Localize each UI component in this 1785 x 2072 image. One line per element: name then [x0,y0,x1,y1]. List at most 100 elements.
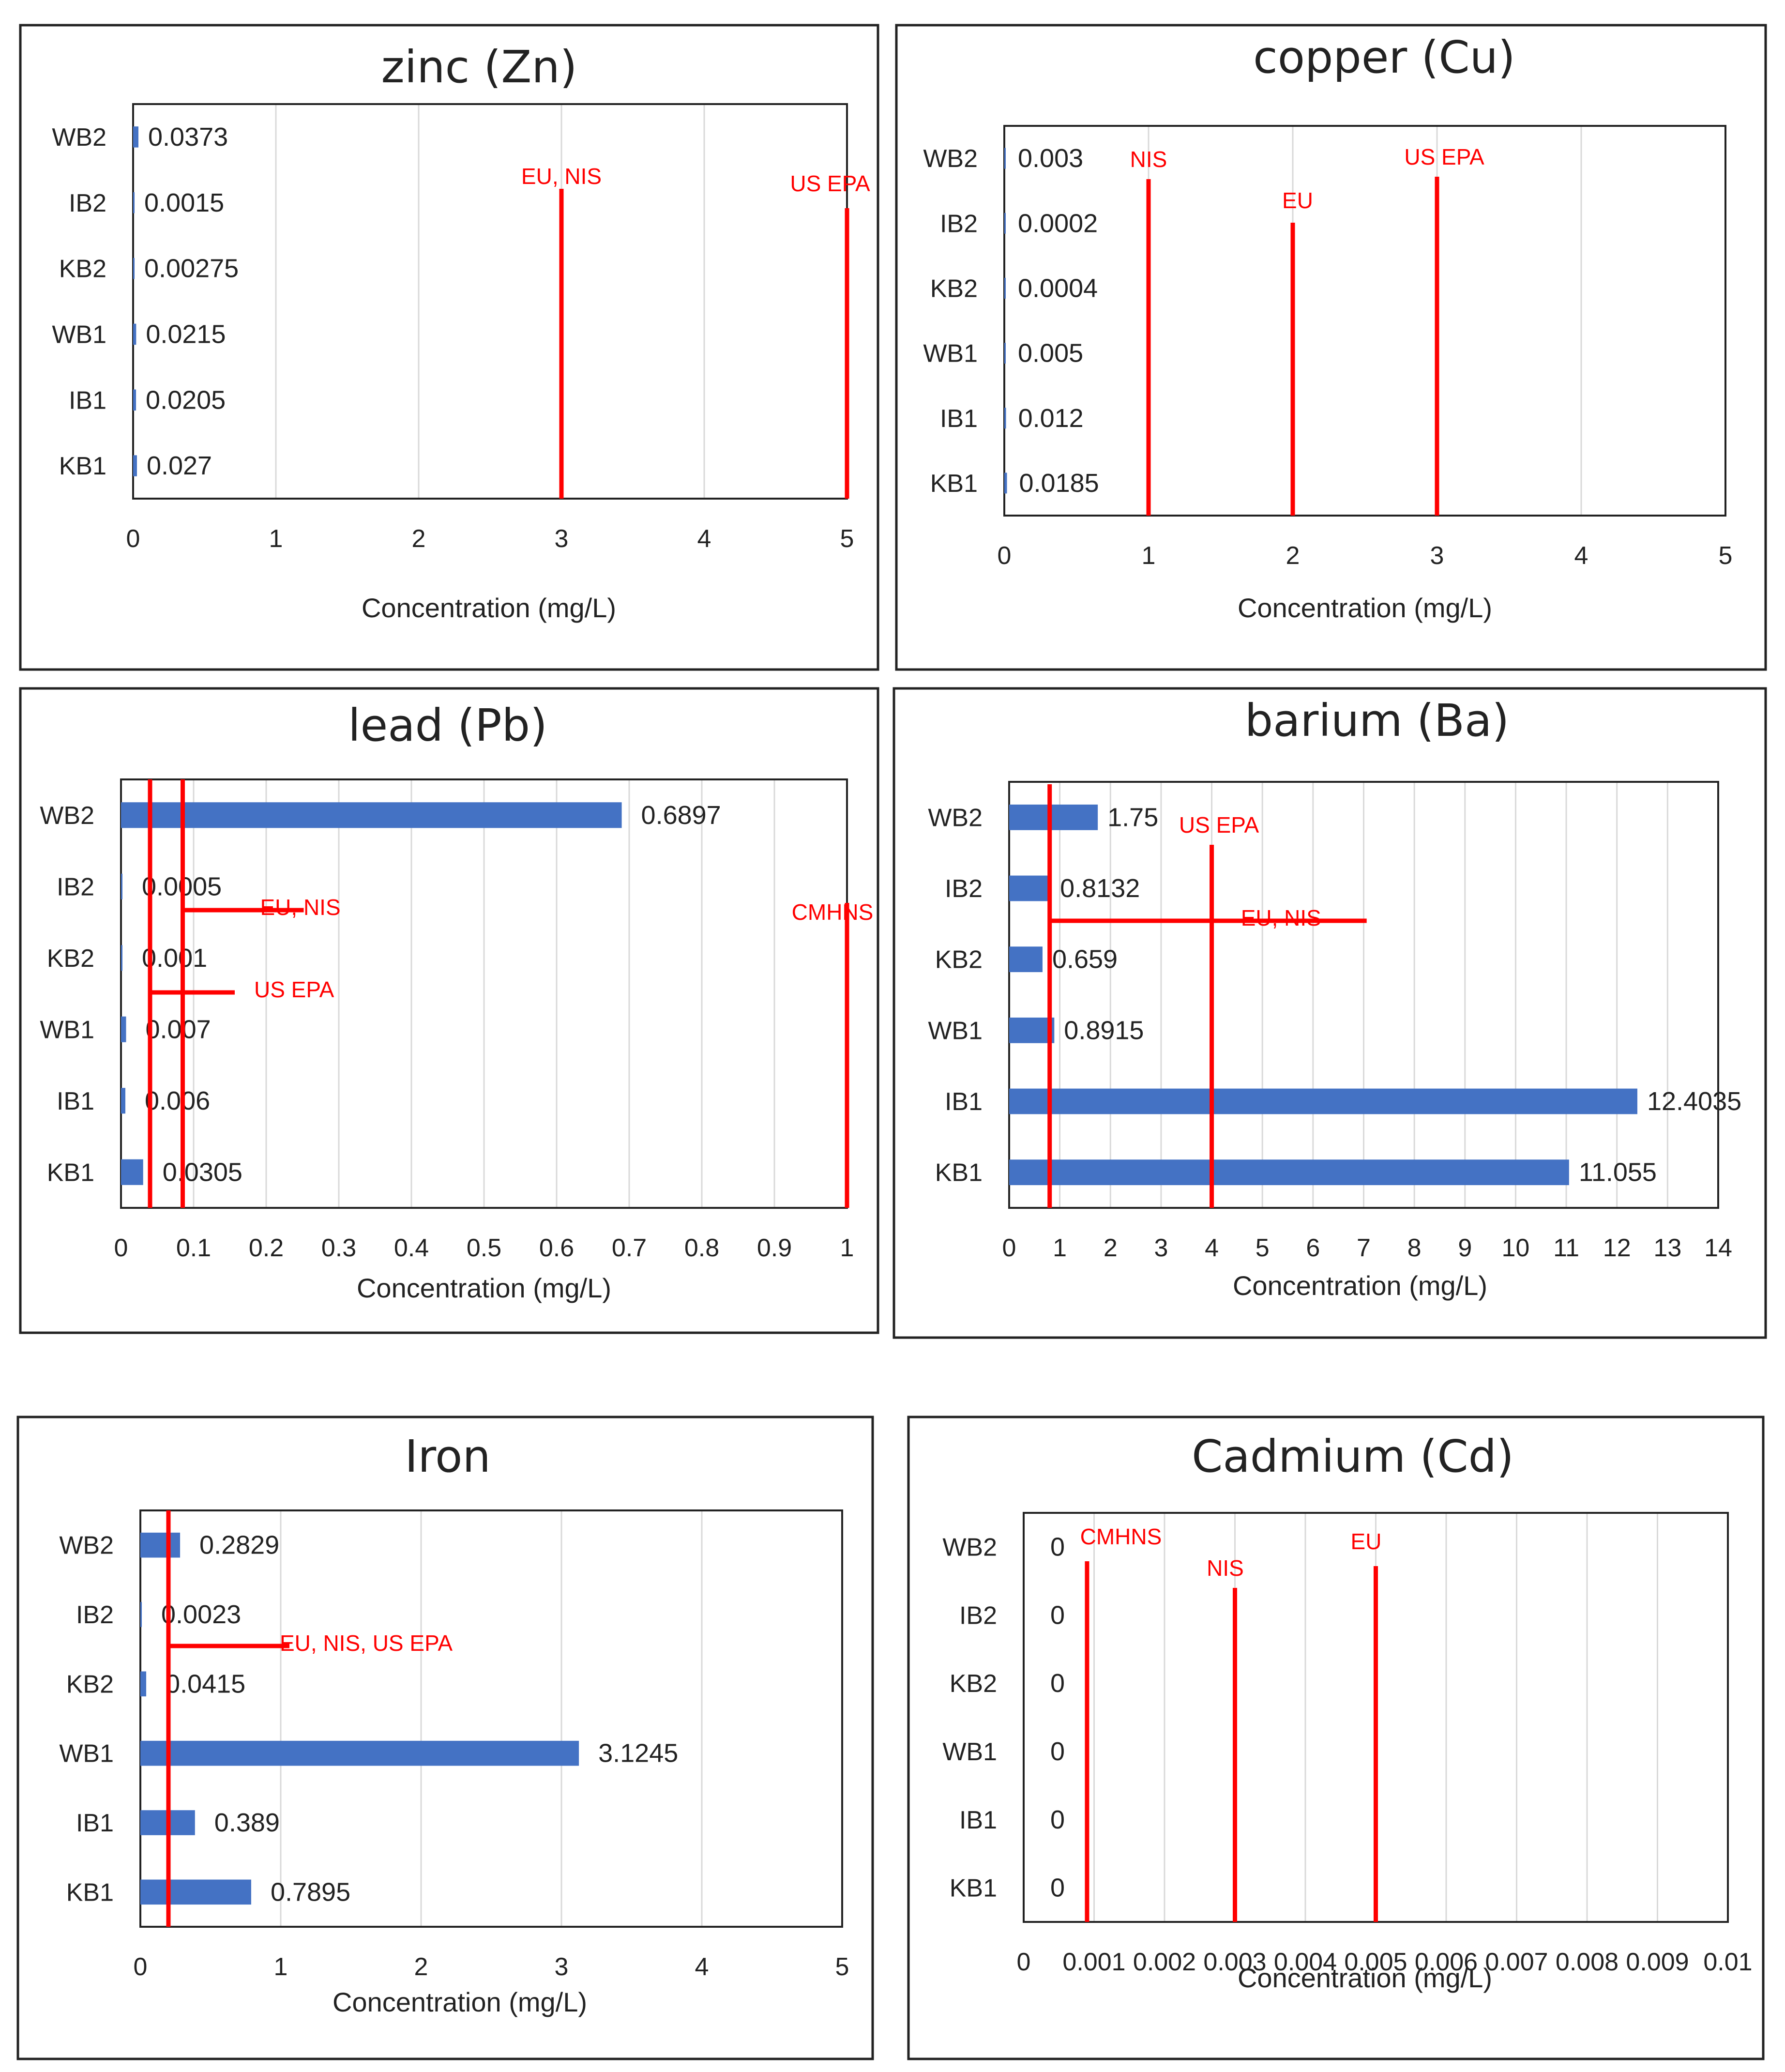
bar [121,1159,143,1185]
data-label: 0.8915 [1064,1016,1144,1045]
x-tick-label: 0.2 [249,1234,284,1262]
bar [121,945,122,971]
reference-line-label: CMHNS [1080,1524,1162,1549]
plot-area-frame [1008,781,1719,1209]
x-tick-label: 0.1 [176,1234,211,1262]
category-label: WB1 [942,1738,997,1766]
bar [140,1740,579,1766]
iron-chart: Iron Concentration (mg/L) 0 1 2 3 4 5 WB2 0.282… [16,1416,874,2060]
data-label: 0.027 [147,451,212,480]
category-label: KB2 [950,1670,997,1698]
bar [121,1088,125,1114]
category-label: WB1 [59,1740,114,1768]
bar [133,192,135,213]
x-tick-label: 1 [840,1234,854,1262]
bar [133,323,136,345]
x-tick-label: 0.5 [467,1234,501,1262]
data-label: 0 [1050,1600,1065,1630]
x-tick-label: 4 [695,1953,709,1981]
data-label: 0.0373 [148,122,228,152]
x-tick-label: 3 [1154,1234,1168,1262]
category-label: WB2 [40,802,94,830]
x-tick-label: 3 [555,1953,569,1981]
data-label: 11.055 [1579,1158,1657,1187]
lead-chart-title: lead (Pb) [348,700,547,751]
bar [1009,1088,1637,1114]
x-tick-label: 8 [1407,1234,1422,1262]
x-tick-label: 4 [1205,1234,1219,1262]
lead-chart-x-axis-label: Concentration (mg/L) [357,1273,611,1303]
bar [133,258,135,279]
x-tick-label: 5 [835,1953,849,1981]
x-tick-label: 3 [1430,542,1444,570]
x-tick-label: 1 [1053,1234,1067,1262]
data-label: 0 [1050,1737,1065,1766]
data-label: 0.00275 [144,254,239,283]
x-tick-label: 10 [1502,1234,1530,1262]
category-label: KB2 [59,255,106,283]
zinc-chart-border [19,24,879,671]
category-label: IB2 [945,875,983,903]
zinc-chart: zinc (Zn) Concentration (mg/L) 0 1 2 3 4 5 WB2… [19,24,879,671]
data-label: 0.0215 [146,320,226,349]
bar [1009,875,1051,901]
data-label: 0.7895 [271,1877,350,1906]
category-label: KB2 [66,1670,114,1698]
category-label: WB2 [59,1532,114,1560]
data-label: 0.0004 [1018,274,1098,303]
data-label: 0.001 [142,944,207,973]
x-tick-label: 5 [1719,542,1733,570]
cadmium-chart: Cadmium (Cd) Concentration (mg/L) 0 0.001… [907,1416,1765,2060]
iron-chart-border [16,1416,874,2060]
x-tick-label: 0.004 [1274,1948,1337,1976]
barium-chart-border [892,687,1767,1339]
reference-line-label: US EPA [1404,144,1484,169]
plot-area-frame [1003,125,1726,517]
reference-line-label: NIS [1130,147,1167,172]
category-label: IB1 [76,1809,114,1837]
x-tick-label: 0.007 [1485,1948,1548,1976]
x-tick-label: 0 [134,1953,148,1981]
barium-chart-x-axis-label: Concentration (mg/L) [1233,1270,1487,1301]
copper-chart: copper (Cu) Concentration (mg/L) 0 1 2 3 4 5 W… [895,24,1767,671]
category-label: KB1 [66,1878,114,1906]
bar [1004,472,1007,494]
x-tick-label: 0.01 [1703,1948,1752,1976]
reference-line-label: US EPA [1179,812,1259,838]
reference-line-label: US EPA [790,171,870,196]
category-label: IB2 [57,873,94,901]
category-label: KB2 [935,946,983,974]
cadmium-chart-title: Cadmium (Cd) [1192,1431,1514,1482]
x-tick-label: 4 [697,525,711,553]
copper-chart-border [895,24,1767,671]
data-label: 0.389 [214,1808,280,1837]
x-tick-label: 13 [1653,1234,1681,1262]
x-tick-label: 0.005 [1344,1948,1407,1976]
x-tick-label: 0.4 [394,1234,429,1262]
x-tick-label: 14 [1704,1234,1732,1262]
data-label: 0 [1050,1669,1065,1698]
x-tick-label: 0.7 [612,1234,647,1262]
bar [1004,343,1006,364]
x-tick-label: 1 [274,1953,288,1981]
x-tick-label: 1 [1142,542,1156,570]
data-label: 0.005 [1018,339,1083,368]
bar [121,873,122,899]
reference-line-label: EU, NIS [521,164,602,189]
x-tick-label: 0.001 [1062,1948,1125,1976]
category-label: IB1 [69,386,106,414]
data-label: 0 [1050,1874,1065,1903]
x-tick-label: 0.6 [539,1234,574,1262]
bar [140,1671,147,1697]
x-tick-label: 0.006 [1415,1948,1478,1976]
reference-line-label: NIS [1207,1555,1244,1581]
category-label: IB1 [940,405,978,433]
x-tick-label: 1 [269,525,283,553]
x-tick-label: 2 [1104,1234,1118,1262]
data-label: 0.006 [145,1086,210,1115]
category-label: KB1 [47,1158,94,1187]
reference-line-label: EU, NIS [1241,905,1321,930]
x-tick-label: 11 [1553,1234,1579,1262]
x-tick-label: 0.8 [684,1234,719,1262]
x-tick-label: 4 [1574,542,1588,570]
